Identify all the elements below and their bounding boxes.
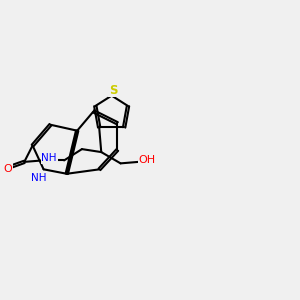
Text: NH: NH bbox=[32, 172, 47, 183]
Text: O: O bbox=[4, 164, 13, 174]
Text: NH: NH bbox=[41, 153, 57, 163]
Text: S: S bbox=[109, 84, 117, 97]
Text: OH: OH bbox=[139, 155, 156, 165]
